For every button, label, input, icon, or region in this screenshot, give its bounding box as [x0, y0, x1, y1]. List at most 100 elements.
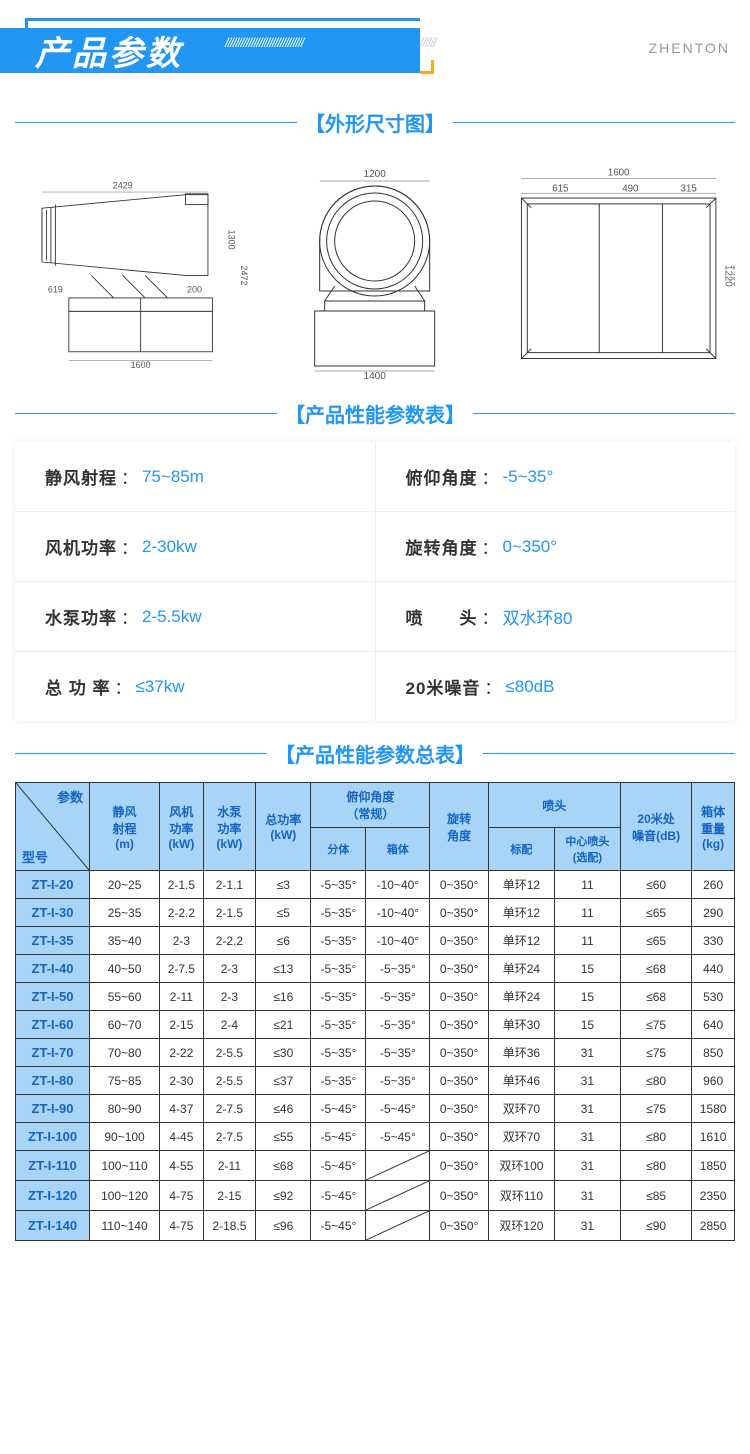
spec-label: 20米噪音 [406, 674, 481, 699]
table-cell: 25~35 [90, 899, 160, 927]
spec-cell: 喷 头 ： 双水环80 [376, 582, 736, 651]
table-row: ZT-I-4040~502-7.52-3≤13-5~35°-5~35°0~350… [16, 955, 735, 983]
table-cell: 单环24 [488, 983, 554, 1011]
spec-label: 静风射程 [45, 464, 117, 489]
table-cell: ZT-I-110 [16, 1151, 90, 1181]
table-cell: ≤68 [620, 955, 691, 983]
dim-bottom: 1400 [364, 371, 387, 381]
spec-row: 水泵功率 ： 2-5.5kw 喷 头 ： 双水环80 [15, 582, 735, 652]
table-cell: 1610 [692, 1123, 735, 1151]
table-cell: 2-22 [160, 1039, 204, 1067]
table-cell: 2-7.5 [203, 1123, 256, 1151]
table-cell: -5~35° [311, 983, 366, 1011]
table-cell: 960 [692, 1067, 735, 1095]
table-cell: ZT-I-30 [16, 899, 90, 927]
table-cell: -10~40° [366, 927, 430, 955]
divider-line [483, 753, 735, 754]
table-cell: 双环120 [488, 1211, 554, 1241]
table-cell: 260 [692, 871, 735, 899]
table-cell: ≤55 [256, 1123, 311, 1151]
table-cell: ZT-I-120 [16, 1181, 90, 1211]
table-cell: 0~350° [430, 899, 489, 927]
table-cell: -5~35° [311, 899, 366, 927]
table-cell: 0~350° [430, 1095, 489, 1123]
spec-cell: 总 功 率 ： ≤37kw [15, 652, 376, 721]
table-cell: 100~110 [90, 1151, 160, 1181]
table-cell: ≤13 [256, 955, 311, 983]
table-cell: 100~120 [90, 1181, 160, 1211]
spec-grid: 静风射程 ： 75~85m 俯仰角度 ： -5~35° 风机功率 ： 2-30k… [15, 442, 735, 721]
table-cell: 15 [554, 983, 620, 1011]
table-cell: ≤37 [256, 1067, 311, 1095]
table-cell: ZT-I-35 [16, 927, 90, 955]
table-cell: -5~35° [366, 1011, 430, 1039]
divider-line [473, 413, 735, 414]
dim-bottom: 1600 [131, 360, 151, 370]
spec-value: -5~35° [503, 467, 554, 487]
table-row: ZT-I-2020~252-1.52-1.1≤3-5~35°-10~40°0~3… [16, 871, 735, 899]
table-cell: 80~90 [90, 1095, 160, 1123]
section-title-drawings: 【外形尺寸图】 [15, 108, 735, 137]
table-cell: 11 [554, 871, 620, 899]
header-corner-icon [420, 60, 434, 74]
col-subheader: 箱体 [366, 828, 430, 871]
spec-cell: 水泵功率 ： 2-5.5kw [15, 582, 376, 651]
table-cell: 0~350° [430, 1123, 489, 1151]
table-row: ZT-I-3025~352-2.22-1.5≤5-5~35°-10~40°0~3… [16, 899, 735, 927]
table-cell: 4-75 [160, 1181, 204, 1211]
section-label: 【外形尺寸图】 [297, 108, 453, 137]
table-cell: 2-15 [203, 1181, 256, 1211]
table-cell: -10~40° [366, 871, 430, 899]
table-cell: -10~40° [366, 899, 430, 927]
table-cell: 31 [554, 1095, 620, 1123]
table-cell: ≤65 [620, 899, 691, 927]
table-cell: 530 [692, 983, 735, 1011]
table-cell: 2-5.5 [203, 1067, 256, 1095]
spec-cell: 俯仰角度 ： -5~35° [376, 442, 736, 511]
spec-label: 水泵功率 [45, 604, 117, 629]
table-cell: 0~350° [430, 1067, 489, 1095]
divider-line [15, 413, 277, 414]
table-cell: 2-11 [203, 1151, 256, 1181]
table-cell [366, 1181, 430, 1211]
spec-cell: 旋转角度 ： 0~350° [376, 512, 736, 581]
dim-top: 1200 [364, 169, 387, 180]
table-cell: ≤60 [620, 871, 691, 899]
table-cell: ≤96 [256, 1211, 311, 1241]
diag-bottom-label: 型号 [22, 847, 48, 866]
table-cell: -5~45° [366, 1123, 430, 1151]
table-cell: 20~25 [90, 871, 160, 899]
table-cell: ≤46 [256, 1095, 311, 1123]
table-cell: 31 [554, 1039, 620, 1067]
table-cell: -5~35° [311, 871, 366, 899]
spec-value: 双水环80 [503, 604, 573, 629]
table-cell: 单环24 [488, 955, 554, 983]
table-cell: 双环70 [488, 1123, 554, 1151]
table-cell: ZT-I-80 [16, 1067, 90, 1095]
table-cell: -5~45° [311, 1123, 366, 1151]
section-label: 【产品性能参数总表】 [267, 739, 483, 768]
table-row: ZT-I-120100~1204-752-15≤92-5~45°0~350°双环… [16, 1181, 735, 1211]
table-cell: 0~350° [430, 1181, 489, 1211]
table-cell: ≤75 [620, 1095, 691, 1123]
table-cell: 2-3 [203, 955, 256, 983]
section-title-fulltable: 【产品性能参数总表】 [15, 739, 735, 768]
table-cell: 单环36 [488, 1039, 554, 1067]
table-cell: -5~45° [311, 1151, 366, 1181]
table-row: ZT-I-3535~402-32-2.2≤6-5~35°-10~40°0~350… [16, 927, 735, 955]
col-header: 旋转角度 [430, 783, 489, 871]
table-cell: 2-7.5 [160, 955, 204, 983]
table-row: ZT-I-9080~904-372-7.5≤46-5~45°-5~45°0~35… [16, 1095, 735, 1123]
table-cell: -5~35° [311, 1067, 366, 1095]
spec-label: 俯仰角度 [406, 464, 478, 489]
dim-h2: 1400 [730, 265, 735, 287]
table-cell: -5~45° [311, 1181, 366, 1211]
table-cell: 70~80 [90, 1039, 160, 1067]
table-row: ZT-I-6060~702-152-4≤21-5~35°-5~35°0~350°… [16, 1011, 735, 1039]
col-header: 喷头 [488, 783, 620, 828]
table-cell: ZT-I-60 [16, 1011, 90, 1039]
spec-label: 旋转角度 [406, 534, 478, 559]
table-cell: ZT-I-100 [16, 1123, 90, 1151]
table-cell: ≤6 [256, 927, 311, 955]
col-header: 水泵功率(kW) [203, 783, 256, 871]
